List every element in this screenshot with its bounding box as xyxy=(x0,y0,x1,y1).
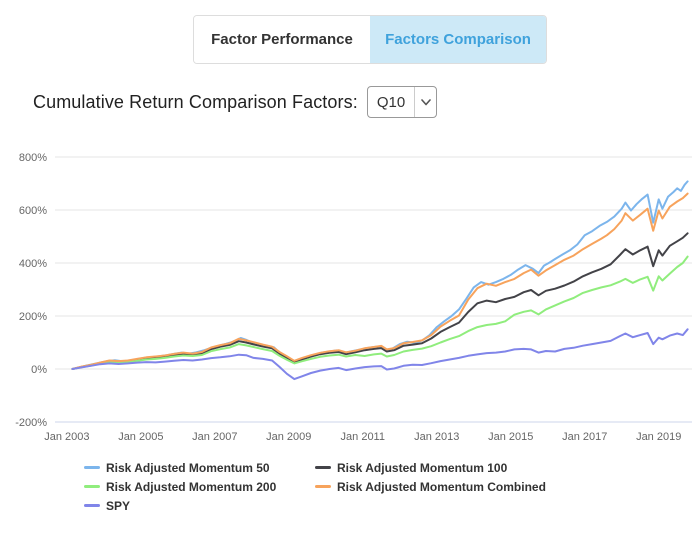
legend-item-label: Risk Adjusted Momentum Combined xyxy=(337,479,546,494)
x-tick-label: Jan 2011 xyxy=(341,431,385,443)
legend-swatch-icon xyxy=(84,466,100,469)
series-line-3[interactable] xyxy=(71,192,689,370)
comparison-chart: 800% 600% 400% 200% 0% -200% Jan 2003 Jan 2005 J… xyxy=(15,152,692,443)
tab-factors-comparison[interactable]: Factors Comparison xyxy=(370,16,546,63)
y-tick-label: 400% xyxy=(19,258,47,270)
y-tick-label: 600% xyxy=(19,205,47,217)
y-tick-label: 800% xyxy=(19,152,47,164)
x-tick-label: Jan 2015 xyxy=(488,431,533,443)
x-tick-label: Jan 2005 xyxy=(118,431,163,443)
legend-swatch-icon xyxy=(315,485,331,488)
y-tick-label: -200% xyxy=(15,417,47,429)
legend-item-label: SPY xyxy=(106,498,131,513)
tab-factor-performance[interactable]: Factor Performance xyxy=(194,16,370,63)
chart-header: Cumulative Return Comparison Factors: Q1… xyxy=(33,86,438,118)
legend-item-0[interactable]: Risk Adjusted Momentum 50 xyxy=(84,458,315,477)
legend-swatch-icon xyxy=(84,504,100,507)
tab-label: Factors Comparison xyxy=(385,31,531,48)
legend-item-1[interactable]: Risk Adjusted Momentum 100 xyxy=(315,458,546,477)
page-title: Cumulative Return Comparison Factors: xyxy=(33,91,358,112)
series-line-1[interactable] xyxy=(71,232,689,370)
series-line-2[interactable] xyxy=(71,255,689,370)
x-tick-label: Jan 2017 xyxy=(562,431,607,443)
y-tick-label: 0% xyxy=(31,364,47,376)
tab-label: Factor Performance xyxy=(211,31,353,48)
x-tick-label: Jan 2009 xyxy=(266,431,311,443)
factor-select-value: Q10 xyxy=(376,93,406,111)
chevron-down-icon xyxy=(414,87,436,117)
x-tick-label: Jan 2003 xyxy=(44,431,89,443)
legend-item-label: Risk Adjusted Momentum 50 xyxy=(106,460,270,475)
x-tick-label: Jan 2019 xyxy=(636,431,681,443)
legend-swatch-icon xyxy=(315,466,331,469)
x-tick-label: Jan 2013 xyxy=(414,431,459,443)
legend-item-label: Risk Adjusted Momentum 200 xyxy=(106,479,277,494)
factor-select[interactable]: Q10 xyxy=(366,86,438,118)
x-tick-label: Jan 2007 xyxy=(192,431,237,443)
legend-item-label: Risk Adjusted Momentum 100 xyxy=(337,460,508,475)
legend-swatch-icon xyxy=(84,485,100,488)
legend-item-3[interactable]: Risk Adjusted Momentum Combined xyxy=(315,477,546,496)
y-tick-label: 200% xyxy=(19,311,47,323)
legend-item-4[interactable]: SPY xyxy=(84,496,315,515)
chart-legend: Risk Adjusted Momentum 50 Risk Adjusted M… xyxy=(84,458,564,515)
tab-bar: Factor Performance Factors Comparison xyxy=(193,15,547,64)
series-line-4[interactable] xyxy=(71,328,689,381)
legend-item-2[interactable]: Risk Adjusted Momentum 200 xyxy=(84,477,315,496)
